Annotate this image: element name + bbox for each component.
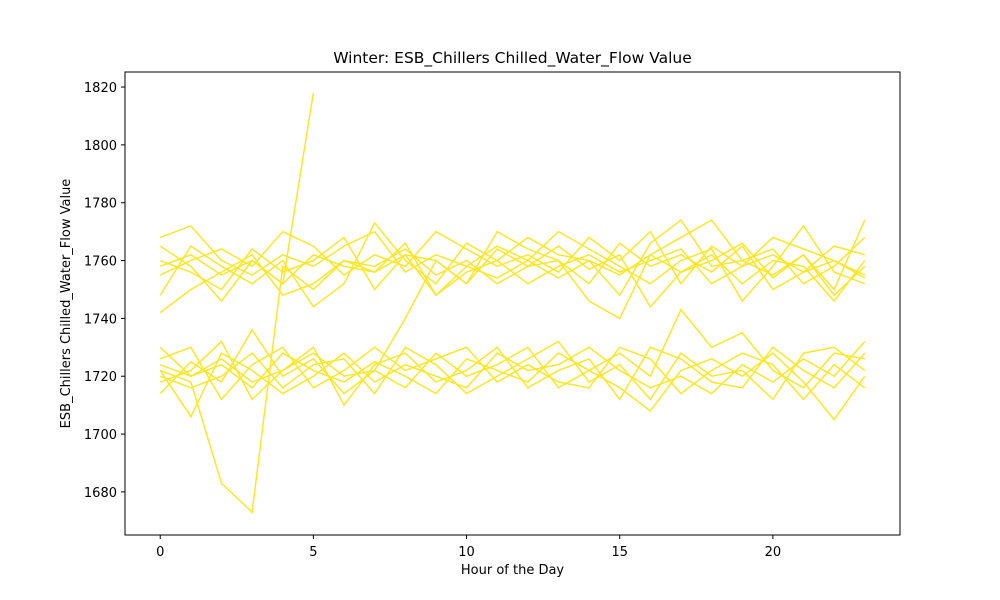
series-line xyxy=(159,346,866,421)
series-line xyxy=(159,341,866,419)
series-line xyxy=(159,230,865,291)
y-tick-label: 1760 xyxy=(84,255,117,270)
series-line xyxy=(159,245,866,314)
y-tick-label: 1820 xyxy=(84,81,117,96)
y-tick-label: 1700 xyxy=(84,428,117,443)
y-tick-label: 1720 xyxy=(84,370,117,385)
series-line xyxy=(159,242,866,383)
series-line xyxy=(159,92,315,286)
x-tick-label: 10 xyxy=(458,545,475,560)
series-line xyxy=(159,248,866,514)
y-tick-label: 1740 xyxy=(84,312,117,327)
x-tick-label: 20 xyxy=(765,545,782,560)
series-line xyxy=(159,218,866,297)
series-line xyxy=(159,340,866,401)
series-line xyxy=(159,308,865,395)
x-tick-label: 5 xyxy=(309,545,317,560)
series-line xyxy=(159,230,866,285)
y-tick-label: 1800 xyxy=(84,139,117,154)
y-axis-label: ESB_Chillers Chilled_Water_Flow Value xyxy=(59,179,74,429)
series-line xyxy=(159,346,866,401)
plot-frame xyxy=(124,71,901,536)
series-line xyxy=(159,219,866,308)
x-axis-label: Hour of the Day xyxy=(461,563,565,578)
y-tick-label: 1780 xyxy=(84,197,117,212)
x-tick-label: 0 xyxy=(156,545,164,560)
chart-title: Winter: ESB_Chillers Chilled_Water_Flow … xyxy=(333,49,692,68)
series-line xyxy=(159,224,866,303)
x-tick-label: 15 xyxy=(611,545,628,560)
y-tick-label: 1680 xyxy=(84,486,117,501)
